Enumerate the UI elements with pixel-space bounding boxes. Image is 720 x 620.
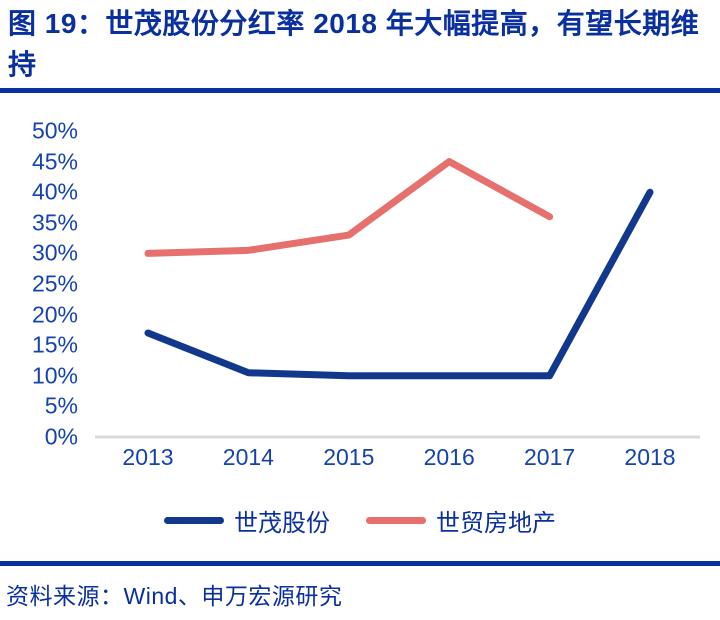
legend-swatch-shimao-shares — [164, 516, 224, 524]
series-line-shimao-shares — [144, 188, 654, 380]
legend-label-shimao-property: 世贸房地产 — [436, 509, 556, 537]
y-tick-label: 35% — [31, 209, 78, 236]
x-tick-label: 2018 — [624, 444, 676, 470]
y-tick-label: 40% — [31, 178, 78, 205]
y-tick-label: 15% — [31, 331, 78, 358]
title-divider — [0, 88, 720, 93]
legend-label-shimao-shares: 世茂股份 — [234, 509, 330, 537]
y-tick-label: 45% — [31, 148, 78, 175]
figure-title: 图 19：世茂股份分红率 2018 年大幅提高，有望长期维持 — [8, 8, 700, 80]
chart-legend: 世茂股份 世贸房地产 — [0, 505, 720, 537]
x-tick-label: 2013 — [122, 444, 174, 470]
x-tick-label: 2017 — [524, 444, 576, 470]
source-note: 资料来源：Wind、申万宏源研究 — [6, 583, 343, 609]
y-tick-label: 25% — [31, 270, 78, 297]
plot-area — [95, 158, 700, 439]
footer-divider — [0, 561, 720, 566]
y-tick-label: 0% — [44, 423, 78, 450]
x-tick-label: 2015 — [323, 444, 375, 470]
y-tick-label: 10% — [31, 362, 78, 389]
y-tick-label: 20% — [31, 301, 78, 328]
y-tick-label: 30% — [31, 239, 78, 266]
legend-swatch-shimao-property — [366, 516, 426, 524]
y-tick-label: 50% — [31, 117, 78, 144]
dividend-ratio-chart: 50% 45% 40% 35% 30% 25% 20% 15% 10% 5% 0% 2013 2014… — [0, 108, 720, 480]
x-tick-label: 2016 — [423, 444, 475, 470]
x-tick-label: 2014 — [222, 444, 274, 470]
y-tick-label: 5% — [44, 392, 78, 419]
series-line-shimao-property — [144, 158, 554, 257]
